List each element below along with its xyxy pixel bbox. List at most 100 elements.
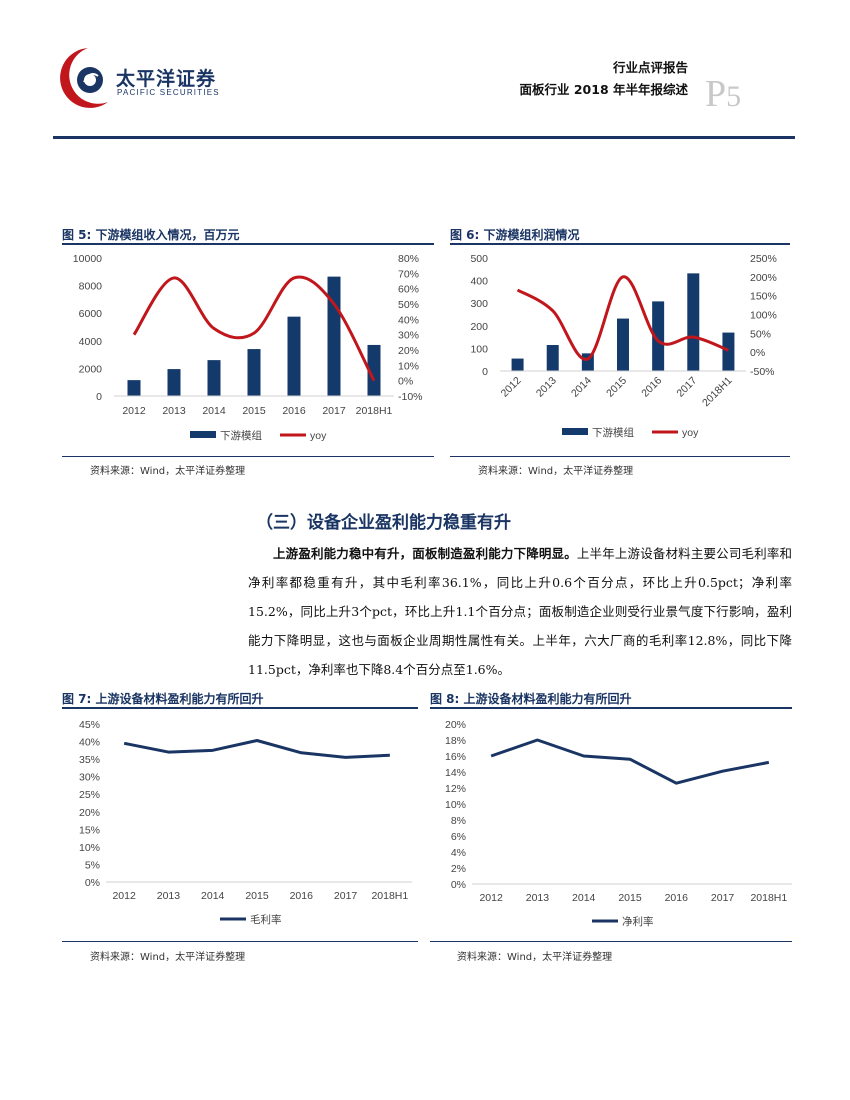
x-tick-label: 2018H1 [700,375,735,410]
x-tick-label: 2015 [242,405,266,417]
bar [652,301,665,371]
bar [167,369,181,396]
bar [511,358,524,371]
y-tick-label: 16% [445,751,466,763]
right-tick-label: 60% [398,284,419,296]
fig7-top-rule [62,707,418,709]
x-tick-label: 2014 [202,405,226,417]
right-tick-label: 0% [398,376,413,388]
fig6-source: 资料来源：Wind，太平洋证券整理 [478,466,634,477]
right-tick-label: 100% [750,310,777,322]
page-prefix: P [705,73,727,115]
x-tick-label: 2012 [499,375,524,400]
x-tick-label: 2012 [479,892,503,904]
logo-name-cn: 太平洋证券 [116,68,217,90]
company-logo [60,42,110,114]
x-tick-label: 2018H1 [356,405,393,417]
yoy-line [516,275,729,361]
fig8-source: 资料来源：Wind，太平洋证券整理 [457,952,613,963]
fig6-bottom-rule [450,456,790,457]
page-number: P5 [705,72,741,116]
legend-bar-swatch [190,431,216,438]
x-tick-label: 2014 [572,892,596,904]
yoy-line [132,275,376,382]
fig7-bottom-rule [62,941,418,942]
y-tick-label: 40% [79,737,100,749]
x-tick-label: 2016 [290,890,314,902]
left-tick-label: 0 [96,391,102,403]
x-tick-label: 2012 [112,890,136,902]
y-tick-label: 14% [445,767,466,779]
fig5-bottom-rule [62,456,434,457]
fig7-chart: 0% 5% 10% 15% 20% 25% 30% 35% 40% 45% 2012 2013 2014… [79,719,412,926]
bar [367,344,381,396]
y-tick-label: 2% [451,863,466,875]
legend-line-label: yoy [310,430,327,442]
fig6-top-rule [450,243,790,245]
section-text: 上半年上游设备材料主要公司毛利率和净利率都稳重有升，其中毛利率36.1%，同比上… [248,546,792,677]
x-tick-label: 2013 [157,890,181,902]
right-tick-label: 40% [398,314,419,326]
fig5-source: 资料来源：Wind，太平洋证券整理 [90,466,246,477]
fig8-bottom-rule [430,941,792,942]
left-tick-label: 4000 [79,336,103,348]
fig8-chart: 0% 2% 4% 6% 8% 10% 12% 14% 16% 18% 20% 2012 2013 2014… [445,719,792,928]
left-tick-label: 10000 [73,253,102,265]
legend-line-label: yoy [682,427,699,439]
y-tick-label: 25% [79,789,100,801]
x-tick-label: 2014 [569,375,594,400]
y-tick-label: 12% [445,783,466,795]
right-tick-label: 0% [750,347,765,359]
right-tick-label: 250% [750,253,777,265]
y-tick-label: 45% [79,719,100,731]
right-tick-label: 80% [398,253,419,265]
x-tick-label: 2016 [665,892,689,904]
right-tick-label: 50% [750,328,771,340]
x-tick-label: 2013 [162,405,186,417]
left-tick-label: 100 [470,343,488,355]
bar [327,276,341,396]
section-body: 上游盈利能力稳中有升，面板制造盈利能力下降明显。上半年上游设备材料主要公司毛利率… [248,539,792,684]
y-tick-label: 30% [79,772,100,784]
legend-label: 毛利率 [250,913,282,926]
bar [546,345,559,371]
y-tick-label: 18% [445,735,466,747]
bar [287,316,301,396]
x-tick-label: 2013 [534,375,559,400]
fig8-top-rule [430,707,792,709]
x-tick-label: 2013 [526,892,550,904]
fig7-title: 图 7: 上游设备材料盈利能力有所回升 [62,692,264,706]
series-line [123,739,390,759]
page-digit: 5 [726,80,742,113]
x-tick-label: 2015 [245,890,269,902]
right-tick-label: 20% [398,345,419,357]
y-tick-label: 10% [79,842,100,854]
x-tick-label: 2016 [639,375,664,400]
section-lead: 上游盈利能力稳中有升，面板制造盈利能力下降明显。 [273,546,577,561]
fig5-title: 图 5: 下游模组收入情况，百万元 [62,228,240,242]
right-tick-label: -10% [398,391,423,403]
left-tick-label: 300 [470,298,488,310]
right-tick-label: 50% [398,299,419,311]
x-tick-label: 2012 [122,405,146,417]
x-tick-label: 2014 [201,890,225,902]
y-tick-label: 20% [79,807,100,819]
left-tick-label: 400 [470,276,488,288]
fig6-chart: 0 100 200 300 400 500 -50% 0% 50% 100% 150% 200% 250… [470,253,777,439]
legend-label: 净利率 [622,915,654,928]
header-rule [53,136,795,139]
right-tick-label: 30% [398,330,419,342]
legend-bar-swatch [562,428,588,435]
fig7-source: 资料来源：Wind，太平洋证券整理 [90,952,246,963]
fig8-title: 图 8: 上游设备材料盈利能力有所回升 [430,692,632,706]
x-tick-label: 2015 [604,375,629,400]
left-tick-label: 0 [482,366,488,378]
x-tick-label: 2018H1 [750,892,787,904]
logo-name-en: PACIFIC SECURITIES [117,88,220,97]
series-line [490,738,770,785]
y-tick-label: 5% [85,859,100,871]
right-tick-label: 150% [750,291,777,303]
bar [247,349,261,396]
right-tick-label: 200% [750,272,777,284]
x-tick-label: 2017 [711,892,735,904]
